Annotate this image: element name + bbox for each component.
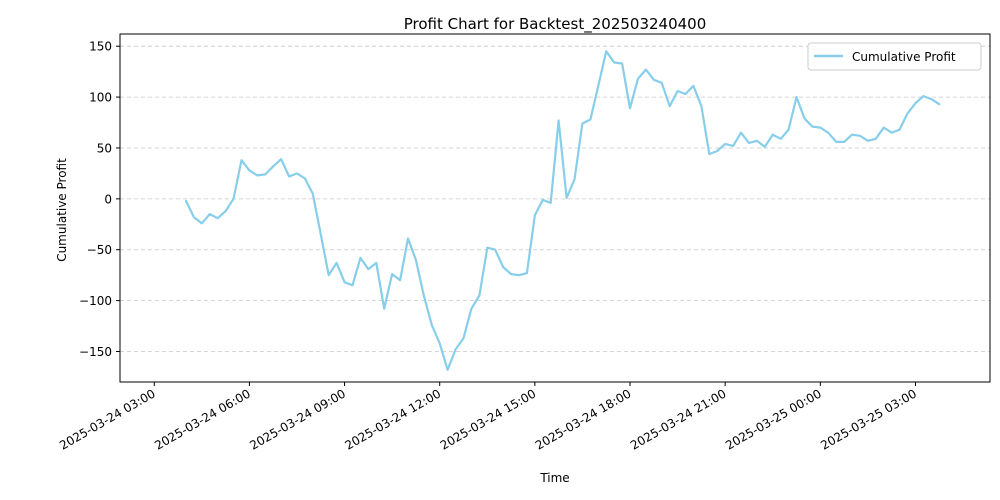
- chart-title: Profit Chart for Backtest_202503240400: [404, 15, 707, 34]
- plot-frame: [119, 33, 991, 383]
- y-tick-label: −100: [79, 294, 112, 308]
- y-tick-label: 100: [89, 91, 112, 105]
- legend: Cumulative Profit: [807, 42, 982, 71]
- x-axis-title: Time: [539, 471, 569, 485]
- series-line-cumulative-profit: [184, 50, 941, 371]
- series-layer: [184, 50, 941, 371]
- y-tick-label: −150: [79, 345, 112, 359]
- y-tick-label: 150: [89, 40, 112, 54]
- legend-label: Cumulative Profit: [852, 50, 956, 64]
- y-tick-label: 0: [104, 192, 112, 206]
- y-tick-label: −50: [87, 243, 112, 257]
- y-axis-title: Cumulative Profit: [55, 158, 69, 262]
- y-axis: 150 100 50 0 −50 −100 −150: [79, 40, 120, 359]
- y-tick-label: 50: [97, 141, 112, 155]
- legend-box: [807, 42, 982, 71]
